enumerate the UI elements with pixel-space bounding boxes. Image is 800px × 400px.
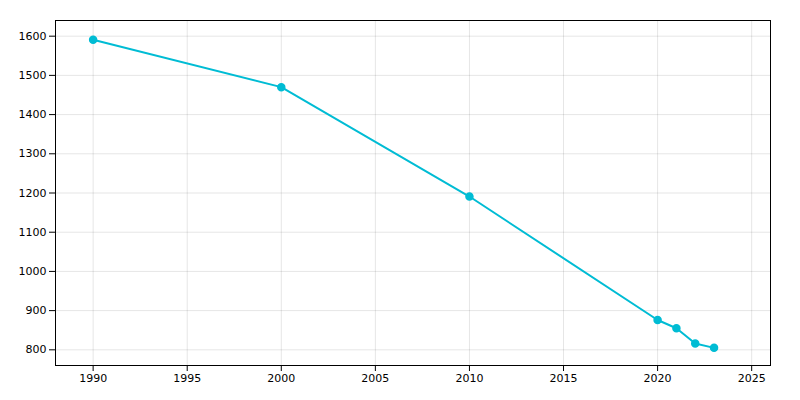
svg-text:2025: 2025 [738, 372, 766, 385]
svg-text:2015: 2015 [550, 372, 578, 385]
svg-text:1000: 1000 [19, 265, 47, 278]
svg-text:2005: 2005 [361, 372, 389, 385]
svg-text:1990: 1990 [79, 372, 107, 385]
svg-text:1200: 1200 [19, 187, 47, 200]
svg-text:900: 900 [26, 304, 47, 317]
svg-text:2000: 2000 [267, 372, 295, 385]
svg-text:2010: 2010 [455, 372, 483, 385]
svg-text:2020: 2020 [644, 372, 672, 385]
svg-text:1300: 1300 [19, 147, 47, 160]
svg-text:1500: 1500 [19, 69, 47, 82]
svg-text:1100: 1100 [19, 226, 47, 239]
svg-text:800: 800 [26, 343, 47, 356]
svg-text:1400: 1400 [19, 108, 47, 121]
svg-text:1600: 1600 [19, 30, 47, 43]
svg-text:1995: 1995 [173, 372, 201, 385]
